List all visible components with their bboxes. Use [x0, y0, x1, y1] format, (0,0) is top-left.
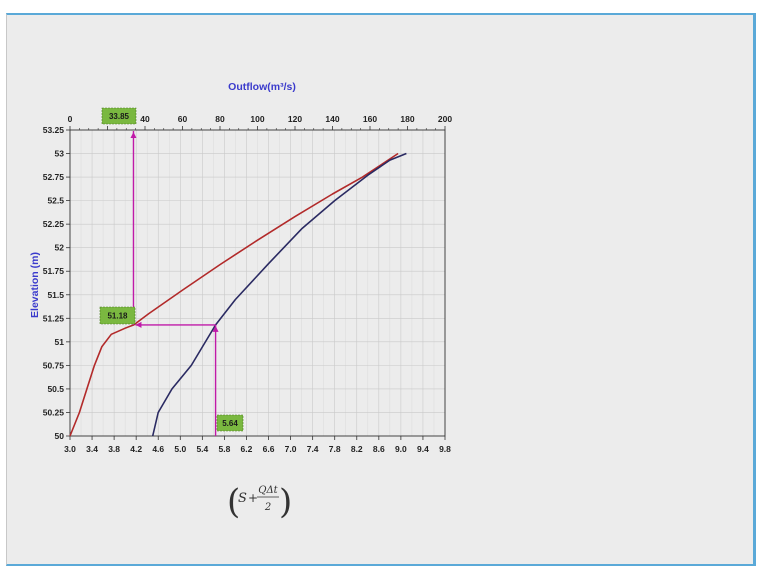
bottom-axis-tick-label: 3.8: [108, 444, 120, 454]
callout-outflow-text: 33.85: [109, 112, 130, 121]
callout-elevation-text: 51.18: [107, 312, 128, 321]
bottom-axis-tick-label: 5.4: [196, 444, 208, 454]
top-axis-tick-label: 40: [140, 114, 150, 124]
bottom-axis-tick-label: 9.4: [417, 444, 429, 454]
y-axis-tick-label: 51.75: [43, 266, 65, 276]
formula-denominator: 2: [264, 502, 271, 513]
y-axis-tick-label: 52.25: [43, 219, 65, 229]
y-axis-tick-label: 51: [55, 337, 65, 347]
callout-storage-box: [216, 414, 244, 432]
bottom-axis-tick-label: 4.6: [152, 444, 164, 454]
top-axis-tick-label: 0: [68, 114, 73, 124]
top-axis-tick-label: 60: [178, 114, 188, 124]
y-axis-title: Elevation (m): [29, 252, 41, 318]
callout-elevation: 51.18: [99, 306, 136, 325]
bottom-axis-tick-label: 8.2: [351, 444, 363, 454]
grid: [69, 129, 446, 437]
top-axis-tick-label: 100: [250, 114, 264, 124]
bottom-axis-tick-label: 9.0: [395, 444, 407, 454]
formula-s: S: [238, 491, 247, 506]
bottom-axis-tick-label: 4.2: [130, 444, 142, 454]
elevation-storage-curve: [151, 152, 407, 437]
bottom-axis-tick-label: 3.0: [64, 444, 76, 454]
y-axis-tick-label: 53: [55, 149, 65, 159]
callout-storage: 5.64: [216, 414, 244, 432]
y-axis-tick-label: 53.25: [43, 125, 65, 135]
top-axis-tick-label: 200: [438, 114, 452, 124]
series: [69, 152, 407, 437]
bottom-axis-tick-label: 7.4: [307, 444, 319, 454]
y-axis-tick-label: 51.25: [43, 313, 65, 323]
bottom-axis-tick-label: 6.2: [241, 444, 253, 454]
top-axis-tick-label: 160: [363, 114, 377, 124]
arrowhead-up-outflow: [130, 132, 137, 138]
bottom-axis-formula: ( S + QΔt 2 ): [227, 482, 292, 522]
bottom-axis-tick-label: 9.8: [439, 444, 451, 454]
bottom-axis-tick-label: 5.8: [218, 444, 230, 454]
callout-storage-text: 5.64: [222, 419, 238, 428]
bottom-axis-tick-label: 3.4: [86, 444, 98, 454]
y-axis-tick-label: 50.75: [43, 360, 65, 370]
bottom-axis-tick-label: 5.0: [174, 444, 186, 454]
elevation-outflow-curve: [69, 152, 399, 437]
bottom-axis-tick-label: 6.6: [263, 444, 275, 454]
y-axis-tick-label: 51.5: [47, 290, 64, 300]
y-axis-tick-label: 50.25: [43, 407, 65, 417]
arrowhead-left: [135, 321, 142, 328]
formula-open-paren: (: [227, 482, 240, 522]
slide-frame: [6, 13, 756, 566]
formula-numerator: QΔt: [258, 485, 278, 496]
callout-outflow: 33.85: [101, 107, 137, 125]
bottom-axis-tick-label: 7.0: [285, 444, 297, 454]
annotations: 33.85 51.18 5.64: [99, 107, 244, 436]
bottom-axis-tick-label: 8.6: [373, 444, 385, 454]
top-axis-tick-label: 120: [288, 114, 302, 124]
top-axis-tick-label: 180: [400, 114, 414, 124]
top-axis-title: Outflow(m³/s): [228, 81, 296, 93]
axes: 0204060801001201401601802003.03.43.84.24…: [43, 114, 453, 454]
top-axis-tick-label: 80: [215, 114, 225, 124]
bottom-axis-tick-label: 7.8: [329, 444, 341, 454]
callout-outflow-box: [101, 107, 137, 125]
top-axis-tick-label: 140: [325, 114, 339, 124]
formula-plus: +: [248, 491, 258, 505]
callout-elevation-box: [99, 306, 136, 325]
y-axis-tick-label: 52: [55, 243, 65, 253]
y-axis-tick-label: 52.75: [43, 172, 65, 182]
y-axis-tick-label: 50: [55, 431, 65, 441]
y-axis-tick-label: 52.5: [47, 196, 64, 206]
formula-close-paren: ): [279, 482, 292, 522]
arrowhead-up-storage: [212, 325, 219, 332]
y-axis-tick-label: 50.5: [47, 384, 64, 394]
